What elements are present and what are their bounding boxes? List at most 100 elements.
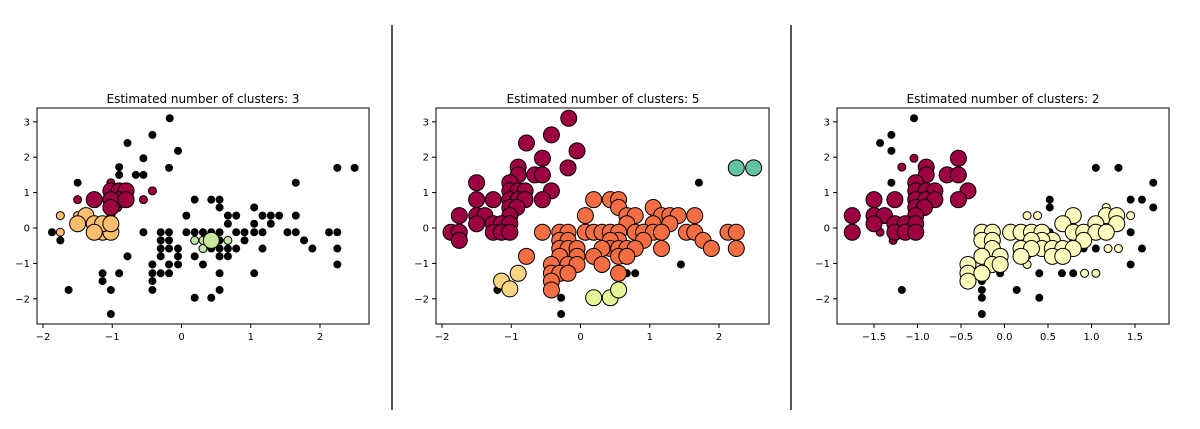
cluster-point xyxy=(517,247,535,265)
border-point xyxy=(198,244,208,254)
x-tick-label: 1.0 xyxy=(1084,332,1100,343)
x-tick-label: −2 xyxy=(435,332,450,343)
noise-point xyxy=(215,252,224,261)
noise-point xyxy=(174,252,183,261)
x-tick-label: 2 xyxy=(317,332,323,343)
core-point xyxy=(949,149,967,167)
noise-point xyxy=(215,269,224,278)
noise-point xyxy=(215,228,224,237)
y-tick-label: 1 xyxy=(24,188,30,199)
plot-title: Estimated number of clusters: 3 xyxy=(106,92,299,106)
x-tick-label: 0.5 xyxy=(1040,332,1056,343)
cluster-point xyxy=(533,166,551,184)
border-point xyxy=(190,235,200,245)
noise-point xyxy=(910,114,919,123)
x-tick-label: 0 xyxy=(577,332,583,343)
x-tick-label: 1 xyxy=(248,332,254,343)
cluster-point xyxy=(653,240,671,258)
noise-point xyxy=(283,228,292,237)
noise-point xyxy=(876,139,885,148)
noise-point xyxy=(333,244,342,253)
border-point xyxy=(223,235,233,245)
panel-divider-2 xyxy=(790,25,792,410)
cluster-point xyxy=(468,174,486,192)
noise-point xyxy=(223,211,232,220)
noise-point xyxy=(897,285,906,294)
core-point xyxy=(843,223,861,241)
noise-point xyxy=(190,293,199,302)
plot-panel-2: Estimated number of clusters: 5 −2 −1 0 1 2 −… xyxy=(414,92,770,343)
noise-point xyxy=(887,146,896,155)
cluster-point xyxy=(517,134,535,152)
plot-panel-1: Estimated number of clusters: 3 −2 −1 0 1 2 −… xyxy=(15,92,370,343)
noise-point xyxy=(240,228,249,237)
cluster-point xyxy=(450,231,468,249)
x-tick-label: 2 xyxy=(716,332,722,343)
border-point xyxy=(138,195,148,205)
noise-point xyxy=(1057,269,1066,278)
noise-point xyxy=(250,228,259,237)
noise-point xyxy=(1035,293,1044,302)
noise-point xyxy=(123,139,132,148)
axes-frame xyxy=(435,107,770,325)
axes-frame xyxy=(36,107,370,325)
noise-point xyxy=(977,310,986,319)
cluster-point xyxy=(560,109,578,127)
x-tick-label: −1.0 xyxy=(905,332,929,343)
cluster-point xyxy=(533,223,551,241)
y-tick-label: 0 xyxy=(423,224,429,235)
y-tick-label: 1 xyxy=(824,188,830,199)
y-tick-label: 0 xyxy=(24,224,30,235)
noise-point xyxy=(977,285,986,294)
noise-point xyxy=(1114,163,1123,172)
noise-point xyxy=(156,269,165,278)
noise-point xyxy=(557,293,566,302)
noise-point xyxy=(1137,195,1146,204)
cluster-point xyxy=(610,264,628,282)
noise-point xyxy=(223,252,232,261)
x-tick-label: 1.5 xyxy=(1127,332,1143,343)
y-tick-label: 2 xyxy=(24,153,30,164)
border-point xyxy=(1113,244,1123,254)
noise-point xyxy=(333,228,342,237)
border-point xyxy=(147,186,157,196)
noise-point xyxy=(557,310,566,319)
border-point xyxy=(897,162,907,172)
noise-point xyxy=(215,203,224,212)
y-tick-label: 3 xyxy=(423,117,429,128)
noise-point xyxy=(98,277,107,286)
noise-point xyxy=(1137,244,1146,253)
noise-point xyxy=(190,228,199,237)
border-point xyxy=(55,211,65,221)
cluster-point xyxy=(618,247,636,265)
noise-point xyxy=(174,244,183,253)
y-tick-label: 0 xyxy=(824,224,830,235)
noise-point xyxy=(156,252,165,261)
core-point xyxy=(907,223,925,241)
border-point xyxy=(55,227,65,237)
noise-point xyxy=(1149,203,1158,212)
noise-point xyxy=(258,244,267,253)
core-point xyxy=(1012,247,1030,265)
border-point xyxy=(909,153,919,163)
noise-point xyxy=(156,228,165,237)
x-tick-label: 1 xyxy=(647,332,653,343)
cluster-point xyxy=(593,255,611,273)
noise-point xyxy=(258,228,267,237)
noise-point xyxy=(258,211,267,220)
panel-divider-1 xyxy=(391,25,393,410)
cluster-point xyxy=(501,280,519,298)
noise-point xyxy=(250,269,259,278)
x-tick-label: 0 xyxy=(178,332,184,343)
noise-point xyxy=(139,154,148,163)
y-tick-label: −2 xyxy=(15,294,30,305)
noise-point xyxy=(148,130,157,139)
core-point xyxy=(85,191,103,209)
noise-point xyxy=(1035,269,1044,278)
noise-point xyxy=(165,244,174,253)
y-tick-label: −2 xyxy=(815,294,830,305)
noise-point xyxy=(232,211,241,220)
noise-point xyxy=(182,211,191,220)
cluster-point xyxy=(484,191,502,209)
